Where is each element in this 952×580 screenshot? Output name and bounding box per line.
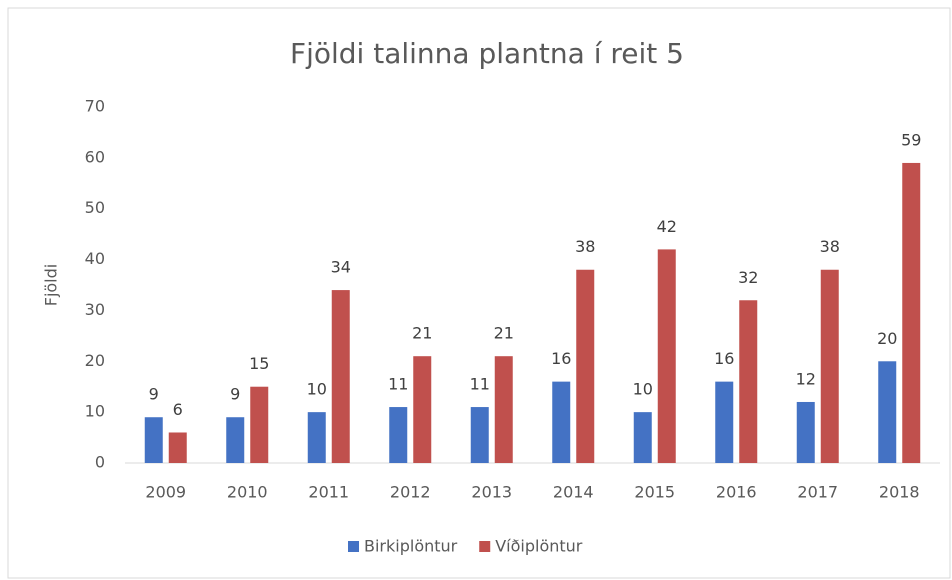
legend-label: Víðiplöntur xyxy=(495,537,583,556)
x-tick-label: 2017 xyxy=(797,483,838,502)
data-label: 20 xyxy=(877,329,897,348)
x-tick-label: 2015 xyxy=(634,483,675,502)
bar xyxy=(168,432,187,463)
data-label: 21 xyxy=(494,324,514,343)
x-tick-label: 2012 xyxy=(390,483,431,502)
legend-swatch xyxy=(348,541,359,552)
data-label: 11 xyxy=(470,375,490,394)
data-label: 15 xyxy=(249,354,269,373)
bar xyxy=(552,381,571,463)
bar xyxy=(389,407,408,463)
x-tick-label: 2013 xyxy=(471,483,512,502)
data-label: 9 xyxy=(230,385,240,404)
y-tick-label: 10 xyxy=(85,402,105,421)
bar xyxy=(633,412,652,463)
bar xyxy=(413,356,432,463)
chart-frame xyxy=(7,7,951,579)
bar xyxy=(250,386,269,463)
y-tick-label: 30 xyxy=(85,300,105,319)
data-label: 38 xyxy=(575,237,595,256)
data-label: 59 xyxy=(901,130,921,149)
data-label: 16 xyxy=(714,349,734,368)
x-tick-label: 2016 xyxy=(716,483,757,502)
bar xyxy=(226,417,245,463)
data-label: 12 xyxy=(796,369,816,388)
data-label: 10 xyxy=(633,380,653,399)
data-label: 38 xyxy=(820,237,840,256)
y-tick-label: 20 xyxy=(85,351,105,370)
bar xyxy=(820,269,839,463)
bar xyxy=(470,407,489,463)
data-label: 11 xyxy=(388,375,408,394)
y-tick-label: 70 xyxy=(85,97,105,116)
bar xyxy=(715,381,734,463)
y-tick-label: 60 xyxy=(85,147,105,166)
bar xyxy=(494,356,513,463)
y-axis-label: Fjöldi xyxy=(42,264,61,306)
x-tick-label: 2011 xyxy=(308,483,349,502)
x-tick-label: 2014 xyxy=(553,483,594,502)
bar xyxy=(739,300,758,463)
data-label: 16 xyxy=(551,349,571,368)
data-label: 10 xyxy=(307,380,327,399)
y-tick-label: 50 xyxy=(85,198,105,217)
bar xyxy=(307,412,326,463)
bar xyxy=(144,417,163,463)
data-label: 21 xyxy=(412,324,432,343)
y-tick-label: 40 xyxy=(85,249,105,268)
bar xyxy=(902,162,921,463)
chart-title: Fjöldi talinna plantna í reit 5 xyxy=(290,37,684,70)
bar xyxy=(878,361,897,463)
x-tick-label: 2010 xyxy=(227,483,268,502)
data-label: 9 xyxy=(149,385,159,404)
x-tick-label: 2018 xyxy=(879,483,920,502)
bar xyxy=(796,401,815,463)
y-tick-label: 0 xyxy=(95,453,105,472)
bar xyxy=(576,269,595,463)
bar xyxy=(331,290,350,463)
data-label: 42 xyxy=(657,217,677,236)
x-tick-label: 2009 xyxy=(145,483,186,502)
legend-label: Birkiplöntur xyxy=(364,537,458,556)
data-label: 32 xyxy=(738,268,758,287)
data-label: 34 xyxy=(331,258,351,277)
legend-swatch xyxy=(479,541,491,552)
data-label: 6 xyxy=(173,400,183,419)
bar xyxy=(657,249,676,463)
